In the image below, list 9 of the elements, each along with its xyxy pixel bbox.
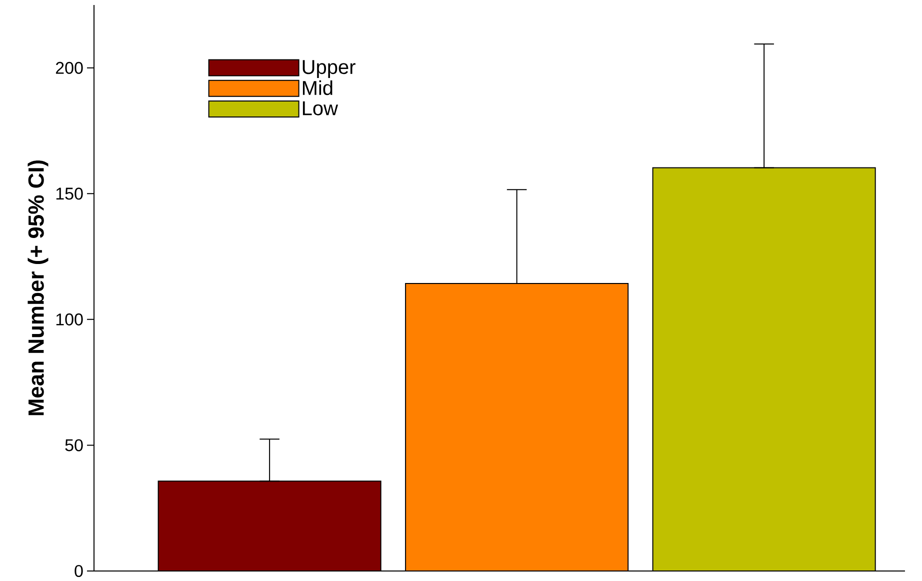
y-tick-label: 0 — [74, 564, 83, 578]
y-axis-title: Mean Number (+ 95% CI) — [28, 160, 48, 416]
legend-label: Low — [302, 101, 338, 116]
y-tick-label: 100 — [56, 313, 83, 326]
y-tick-label: 200 — [56, 62, 83, 74]
legend-label: Mid — [302, 80, 332, 96]
y-tick-label: 150 — [56, 188, 83, 200]
y-tick-label: 50 — [65, 439, 83, 452]
legend-label: Upper — [302, 60, 356, 78]
